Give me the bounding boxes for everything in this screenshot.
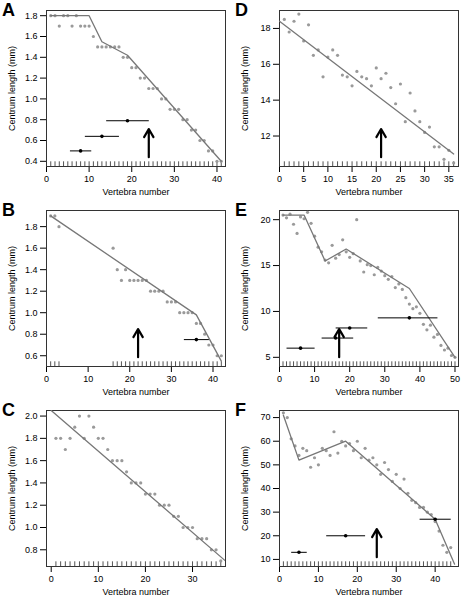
svg-text:40: 40 xyxy=(260,483,270,493)
svg-text:Vertebra number: Vertebra number xyxy=(335,187,402,197)
svg-text:Vertebra number: Vertebra number xyxy=(102,387,169,397)
svg-text:Centrum length (mm): Centrum length (mm) xyxy=(240,246,250,331)
svg-text:1.2: 1.2 xyxy=(25,500,38,510)
svg-text:0: 0 xyxy=(277,574,282,584)
svg-text:1.0: 1.0 xyxy=(25,522,38,532)
svg-text:14: 14 xyxy=(260,95,270,105)
html-text:F: F xyxy=(235,400,246,420)
html-text:D: D xyxy=(235,0,248,20)
svg-text:70: 70 xyxy=(260,412,270,422)
svg-text:40: 40 xyxy=(208,374,218,384)
svg-text:16: 16 xyxy=(260,59,270,69)
svg-text:10: 10 xyxy=(84,174,94,184)
svg-text:Vertebra number: Vertebra number xyxy=(102,587,169,597)
svg-text:10: 10 xyxy=(83,374,93,384)
svg-text:15: 15 xyxy=(347,174,357,184)
svg-text:20: 20 xyxy=(371,174,381,184)
svg-text:1.4: 1.4 xyxy=(25,478,38,488)
svg-text:20: 20 xyxy=(140,574,150,584)
svg-text:30: 30 xyxy=(166,374,176,384)
svg-text:0.6: 0.6 xyxy=(25,135,38,145)
svg-text:20: 20 xyxy=(345,374,355,384)
svg-text:1.8: 1.8 xyxy=(25,433,38,443)
svg-text:20: 20 xyxy=(260,531,270,541)
svg-text:18: 18 xyxy=(260,23,270,33)
svg-text:1.2: 1.2 xyxy=(25,286,38,296)
html-text:C: C xyxy=(2,400,15,420)
svg-text:20: 20 xyxy=(260,215,270,225)
html-text:E: E xyxy=(235,200,247,220)
svg-text:1.4: 1.4 xyxy=(25,52,38,62)
svg-text:1.6: 1.6 xyxy=(25,243,38,253)
svg-text:0.8: 0.8 xyxy=(25,545,38,555)
svg-text:Vertebra number: Vertebra number xyxy=(335,587,402,597)
svg-text:Centrum length (mm): Centrum length (mm) xyxy=(240,46,250,131)
svg-text:10: 10 xyxy=(323,174,333,184)
svg-text:1.0: 1.0 xyxy=(25,94,38,104)
svg-text:Vertebra number: Vertebra number xyxy=(335,387,402,397)
svg-text:0: 0 xyxy=(277,374,282,384)
svg-text:10: 10 xyxy=(260,554,270,564)
svg-text:40: 40 xyxy=(415,374,425,384)
html-text:A: A xyxy=(2,0,15,20)
svg-text:30: 30 xyxy=(188,574,198,584)
svg-text:Centrum length (mm): Centrum length (mm) xyxy=(7,46,17,131)
svg-text:1.0: 1.0 xyxy=(25,308,38,318)
svg-text:1.2: 1.2 xyxy=(25,73,38,83)
svg-text:1.6: 1.6 xyxy=(25,31,38,41)
svg-text:15: 15 xyxy=(260,260,270,270)
svg-text:35: 35 xyxy=(444,174,454,184)
svg-text:30: 30 xyxy=(420,174,430,184)
svg-text:1.8: 1.8 xyxy=(25,222,38,232)
svg-text:5: 5 xyxy=(301,174,306,184)
svg-text:10: 10 xyxy=(313,574,323,584)
svg-text:30: 30 xyxy=(260,507,270,517)
svg-text:30: 30 xyxy=(169,174,179,184)
svg-text:50: 50 xyxy=(450,374,460,384)
svg-text:Centrum length (mm): Centrum length (mm) xyxy=(240,446,250,531)
svg-text:1.4: 1.4 xyxy=(25,265,38,275)
svg-text:0.4: 0.4 xyxy=(25,156,38,166)
svg-text:0: 0 xyxy=(44,374,49,384)
svg-text:10: 10 xyxy=(310,374,320,384)
svg-text:0.6: 0.6 xyxy=(25,351,38,361)
svg-text:20: 20 xyxy=(127,174,137,184)
svg-text:0.8: 0.8 xyxy=(25,115,38,125)
html-text:B: B xyxy=(2,200,15,220)
svg-text:5: 5 xyxy=(265,352,270,362)
svg-text:Centrum length (mm): Centrum length (mm) xyxy=(7,446,17,531)
svg-text:10: 10 xyxy=(260,306,270,316)
svg-text:30: 30 xyxy=(391,574,401,584)
svg-text:30: 30 xyxy=(380,374,390,384)
svg-text:Centrum length (mm): Centrum length (mm) xyxy=(7,246,17,331)
svg-text:10: 10 xyxy=(93,574,103,584)
svg-text:20: 20 xyxy=(125,374,135,384)
svg-text:40: 40 xyxy=(430,574,440,584)
svg-text:0: 0 xyxy=(44,174,49,184)
svg-text:25: 25 xyxy=(395,174,405,184)
svg-text:0.8: 0.8 xyxy=(25,329,38,339)
svg-text:50: 50 xyxy=(260,460,270,470)
svg-text:1.6: 1.6 xyxy=(25,456,38,466)
svg-text:12: 12 xyxy=(260,131,270,141)
svg-text:20: 20 xyxy=(352,574,362,584)
svg-text:1.8: 1.8 xyxy=(25,11,38,21)
svg-text:Vertebra number: Vertebra number xyxy=(102,187,169,197)
svg-text:40: 40 xyxy=(212,174,222,184)
svg-text:0: 0 xyxy=(49,574,54,584)
svg-text:0: 0 xyxy=(277,174,282,184)
svg-text:2.0: 2.0 xyxy=(25,411,38,421)
svg-text:60: 60 xyxy=(260,436,270,446)
